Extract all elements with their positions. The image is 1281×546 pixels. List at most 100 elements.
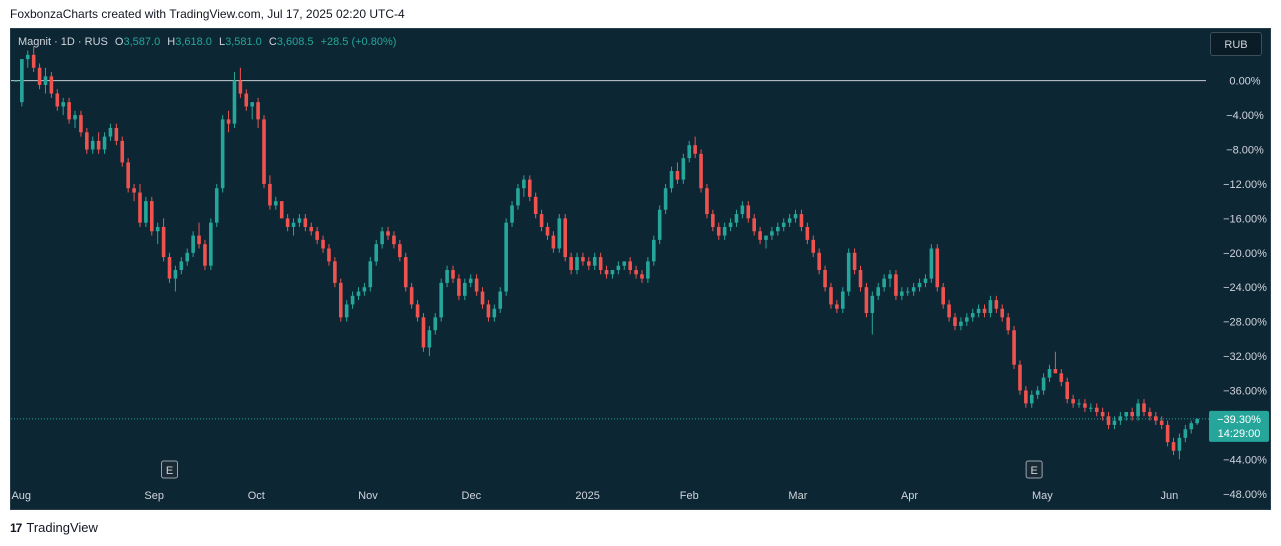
candle-body-58	[356, 291, 361, 296]
candle-body-38	[238, 80, 243, 94]
candle-body-98	[592, 257, 597, 266]
y-tick-label: −4.00%	[1226, 110, 1264, 122]
candle-body-28	[179, 261, 184, 270]
candle-body-159	[953, 317, 957, 326]
candle-body-12	[85, 132, 89, 150]
candle-body-152	[911, 287, 916, 292]
candle-body-188	[1124, 412, 1129, 417]
y-tick-label: −44.00%	[1223, 454, 1267, 466]
candle-body-14	[96, 140, 101, 150]
candle-body-105	[634, 270, 638, 275]
candle-body-25	[161, 226, 166, 258]
y-tick-label: −36.00%	[1223, 386, 1267, 398]
candle-body-70	[427, 330, 432, 348]
candle-body-148	[888, 274, 892, 279]
y-tick-label: 0.00%	[1229, 76, 1260, 88]
candle-body-32	[203, 244, 207, 266]
x-tick-label: Feb	[680, 490, 699, 502]
candle-body-198	[1183, 429, 1188, 438]
open-value: 3,587.0	[123, 36, 161, 48]
candle-body-19	[126, 162, 130, 189]
candle-body-91	[551, 235, 556, 249]
candle-body-53	[327, 248, 331, 262]
candle-body-10	[73, 115, 77, 120]
candlestick-chart[interactable]: 4.00%0.00%−4.00%−8.00%−12.00%−16.00%−20.…	[11, 29, 1271, 510]
y-tick-label: −12.00%	[1223, 179, 1267, 191]
candle-body-190	[1136, 403, 1140, 417]
y-tick-label: −8.00%	[1226, 145, 1264, 157]
candle-body-55	[338, 282, 343, 318]
candle-body-15	[102, 136, 107, 150]
candle-body-78	[474, 278, 479, 292]
candle-body-9	[67, 102, 71, 120]
candle-body-168	[1006, 317, 1010, 331]
candle-body-111	[669, 171, 674, 189]
candle-body-77	[468, 278, 473, 283]
candle-body-131	[787, 218, 792, 223]
candle-body-110	[663, 188, 668, 210]
candle-body-140	[840, 291, 845, 309]
candle-body-154	[923, 278, 928, 283]
candle-body-115	[693, 145, 697, 154]
candle-body-147	[882, 278, 886, 288]
candle-body-100	[604, 270, 609, 275]
high-key: H	[167, 36, 176, 48]
candle-body-94	[569, 257, 573, 270]
candle-body-84	[510, 205, 514, 223]
candle-body-21	[138, 192, 142, 223]
candle-body-109	[657, 209, 662, 240]
candle-body-27	[173, 270, 178, 279]
earnings-marker-label: E	[166, 465, 173, 477]
candle-body-16	[108, 127, 113, 137]
candle-body-174	[1041, 377, 1046, 391]
symbol-label: Magnit · 1D · RUS	[18, 36, 108, 48]
x-tick-label: 2025	[575, 490, 599, 502]
change-value: +28.5 (+0.80%)	[320, 36, 397, 48]
candle-body-141	[846, 252, 851, 292]
y-tick-label: −48.00%	[1223, 489, 1267, 501]
candle-body-64	[392, 235, 396, 245]
currency-button[interactable]: RUB	[1210, 32, 1262, 56]
candle-body-56	[344, 304, 349, 318]
candle-body-0	[14, 80, 18, 82]
candle-body-142	[852, 252, 857, 270]
high-value: 3,618.0	[175, 36, 212, 48]
candle-body-83	[504, 222, 508, 292]
candle-body-165	[988, 300, 993, 314]
candle-body-126	[758, 231, 762, 240]
candle-body-114	[687, 145, 692, 159]
candle-body-121	[728, 222, 733, 227]
open-key: O	[114, 36, 124, 48]
candle-body-177	[1059, 373, 1064, 382]
candle-body-157	[941, 287, 945, 305]
chart-panel[interactable]: 4.00%0.00%−4.00%−8.00%−12.00%−16.00%−20.…	[10, 28, 1271, 510]
candle-body-67	[409, 287, 414, 305]
candle-body-180	[1077, 403, 1081, 405]
candle-body-151	[905, 291, 910, 293]
x-tick-label: Mar	[788, 490, 807, 502]
candle-body-45	[279, 201, 284, 219]
candle-body-71	[433, 317, 438, 331]
candle-body-178	[1065, 381, 1070, 400]
candle-body-119	[716, 226, 721, 236]
y-tick-label: −24.00%	[1223, 282, 1267, 294]
y-tick-label: −16.00%	[1223, 213, 1267, 225]
candle-body-181	[1083, 403, 1087, 408]
earnings-marker-1	[1025, 460, 1043, 479]
candle-body-156	[935, 248, 940, 288]
candle-body-35	[220, 119, 225, 189]
candle-body-170	[1018, 364, 1022, 391]
candle-body-191	[1142, 403, 1146, 413]
candle-body-167	[1000, 308, 1005, 318]
candle-body-62	[380, 231, 384, 245]
candle-body-136	[817, 252, 821, 270]
candle-body-125	[752, 218, 756, 232]
candle-body-155	[929, 248, 934, 279]
candle-body-169	[1012, 330, 1016, 365]
brand-label: TradingView	[26, 520, 98, 535]
candle-body-134	[805, 226, 810, 240]
candle-body-42	[262, 119, 266, 184]
candle-body-75	[457, 278, 461, 296]
candle-body-80	[486, 304, 491, 318]
candle-body-158	[947, 304, 951, 318]
